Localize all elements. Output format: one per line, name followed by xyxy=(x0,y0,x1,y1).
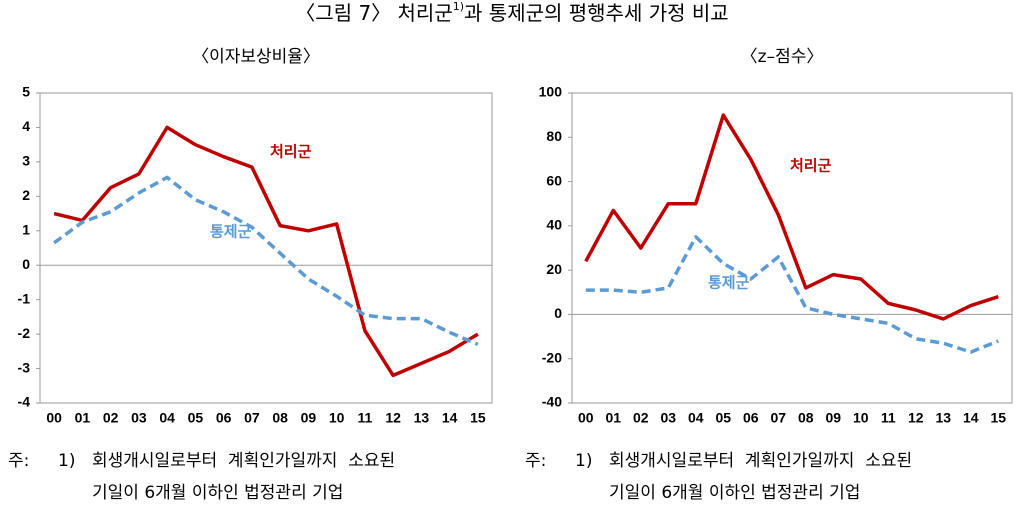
series-label: 처리군 xyxy=(790,157,832,175)
title-main: 〈그림 7〉 처리군 xyxy=(295,1,452,25)
y-tick-label: 3 xyxy=(22,153,30,169)
x-tick-label: 15 xyxy=(990,410,1006,426)
y-tick-label: -40 xyxy=(542,394,562,410)
x-tick-label: 12 xyxy=(385,410,401,426)
chart: 〈z–점수〉 -40 -20 0 20 40 60 80 100 00 01 02 03 04 05 06 07… xyxy=(525,47,1013,503)
x-tick-label: 01 xyxy=(605,410,621,426)
plot-area xyxy=(39,92,493,404)
y-tick-label: -1 xyxy=(18,290,31,306)
x-tick-label: 00 xyxy=(46,410,62,426)
x-tick-label: 03 xyxy=(131,410,147,426)
x-tick-label: 05 xyxy=(715,410,731,426)
x-tick-label: 10 xyxy=(329,410,345,426)
note-number: 1) xyxy=(58,451,75,471)
x-tick-label: 11 xyxy=(881,410,896,426)
note-label: 주: xyxy=(525,451,546,471)
note-line: 회생개시일로부터 계획인가일까지 소요된 xyxy=(92,451,395,471)
x-tick-label: 03 xyxy=(660,410,676,426)
y-tick-label: 0 xyxy=(22,256,30,272)
series-label: 통제군 xyxy=(210,223,252,241)
chart-subtitle: 〈이자보상비율〉 xyxy=(192,47,320,67)
y-tick-label: 4 xyxy=(22,118,30,134)
x-tick-label: 00 xyxy=(578,410,594,426)
series-label: 처리군 xyxy=(270,143,312,161)
x-tick-label: 07 xyxy=(770,410,786,426)
y-tick-label: -3 xyxy=(18,359,31,375)
series-line xyxy=(53,175,479,347)
y-tick-label: 40 xyxy=(546,217,562,233)
y-tick-label: -4 xyxy=(18,394,31,410)
x-tick-label: 13 xyxy=(414,410,430,426)
x-tick-label: 13 xyxy=(935,410,951,426)
y-tick-label: 2 xyxy=(22,187,30,203)
x-tick-label: 10 xyxy=(853,410,869,426)
series-line xyxy=(53,125,479,378)
x-tick-label: 11 xyxy=(357,410,372,426)
note-line: 기일이 6개월 이하인 법정관리 기업 xyxy=(609,483,860,503)
y-tick-label: -20 xyxy=(542,349,562,365)
x-tick-label: 08 xyxy=(272,410,288,426)
x-tick-label: 01 xyxy=(75,410,91,426)
x-tick-label: 06 xyxy=(743,410,759,426)
y-tick-label: 20 xyxy=(546,261,562,277)
x-tick-label: 05 xyxy=(188,410,204,426)
y-tick-label: 100 xyxy=(539,84,563,100)
x-tick-label: 14 xyxy=(963,410,979,426)
x-tick-label: 09 xyxy=(825,410,841,426)
x-tick-label: 04 xyxy=(159,410,175,426)
y-tick-label: 60 xyxy=(546,172,562,188)
note-line: 회생개시일로부터 계획인가일까지 소요된 xyxy=(609,451,912,471)
x-tick-label: 08 xyxy=(798,410,814,426)
x-tick-label: 14 xyxy=(442,410,458,426)
title-footnote: 1) xyxy=(453,0,464,13)
note-number: 1) xyxy=(575,451,592,471)
x-tick-label: 12 xyxy=(908,410,924,426)
x-tick-label: 02 xyxy=(633,410,649,426)
note-label: 주: xyxy=(8,451,29,471)
x-tick-label: 07 xyxy=(244,410,260,426)
series-line xyxy=(584,113,999,321)
y-tick-label: 80 xyxy=(546,128,562,144)
series-label: 통제군 xyxy=(708,274,750,292)
chart-subtitle: 〈z–점수〉 xyxy=(741,47,824,67)
x-tick-label: 04 xyxy=(688,410,704,426)
x-tick-label: 06 xyxy=(216,410,232,426)
x-tick-label: 09 xyxy=(301,410,317,426)
y-tick-label: 0 xyxy=(554,305,562,321)
title-rest: 과 통제군의 평행추세 가정 비교 xyxy=(464,1,729,25)
note-line: 기일이 6개월 이하인 법정관리 기업 xyxy=(92,483,343,503)
y-tick-label: 5 xyxy=(22,84,30,100)
plot-area xyxy=(571,92,1013,404)
y-tick-label: -2 xyxy=(18,325,31,341)
x-tick-label: 15 xyxy=(470,410,486,426)
title: 〈그림 7〉 처리군1)과 통제군의 평행추세 가정 비교 xyxy=(295,0,728,25)
x-tick-label: 02 xyxy=(103,410,119,426)
y-tick-label: 1 xyxy=(22,221,30,237)
series-line xyxy=(585,235,999,354)
